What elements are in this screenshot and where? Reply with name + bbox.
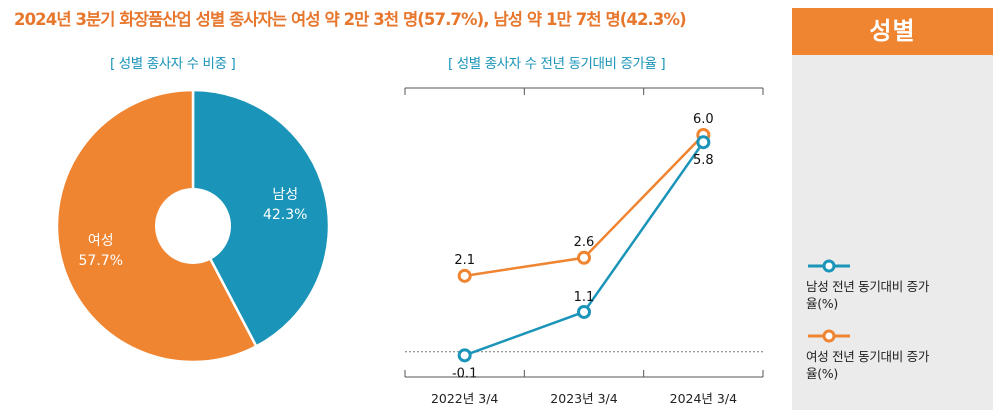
- sidebar-panel: 성별 남성 전년 동기대비 증가율(%) 여성 전년 동기대비 증가율(%): [792, 8, 993, 410]
- x-tick-label: 2024년 3/4: [670, 391, 737, 406]
- x-tick-label: 2023년 3/4: [550, 391, 617, 406]
- x-tick-label: 2022년 3/4: [431, 391, 498, 406]
- sidebar-title: 성별: [792, 8, 993, 55]
- data-label-0: 5.8: [693, 153, 714, 168]
- legend-line-marker-icon: [808, 329, 850, 343]
- legend-label-female: 여성 전년 동기대비 증가율(%): [806, 349, 930, 381]
- pie-chart-title: [ 성별 종사자 수 비중 ]: [110, 56, 236, 72]
- data-label-1: 6.0: [693, 112, 714, 127]
- pie-chart: 남성 42.3% 여성 57.7%: [55, 88, 331, 364]
- data-label-0: -0.1: [452, 366, 477, 381]
- data-label-0: 1.1: [574, 290, 595, 305]
- legend-label-male: 남성 전년 동기대비 증가율(%): [806, 279, 930, 311]
- pie-slice-0: [191, 88, 331, 349]
- pie-slice-name-0: 남성: [272, 187, 298, 203]
- series-point-0: [457, 348, 472, 363]
- pie-slice-value-0: 42.3%: [263, 207, 307, 223]
- series-point-0: [577, 304, 591, 319]
- series-point-1: [457, 268, 472, 283]
- legend: 남성 전년 동기대비 증가율(%) 여성 전년 동기대비 증가율(%): [806, 258, 991, 398]
- pie-slice-value-1: 57.7%: [79, 253, 123, 269]
- pie-center-hole: [155, 188, 231, 264]
- legend-line-marker-icon: [808, 259, 850, 273]
- line-chart-title: [ 성별 종사자 수 전년 동기대비 증가율 ]: [448, 56, 666, 72]
- data-label-1: 2.1: [454, 253, 475, 268]
- line-chart: 2022년 3/4 2023년 3/4 2024년 3/4 2.1 2.6 6.0 -0.1…: [404, 87, 764, 406]
- legend-item-female: 여성 전년 동기대비 증가율(%): [806, 328, 991, 382]
- headline: 2024년 3분기 화장품산업 성별 종사자는 여성 약 2만 3천 명(57.…: [14, 10, 687, 29]
- series-point-0: [696, 135, 711, 150]
- series-point-1: [577, 250, 591, 265]
- pie-slice-name-1: 여성: [88, 233, 114, 249]
- data-label-1: 2.6: [574, 235, 595, 250]
- legend-item-male: 남성 전년 동기대비 증가율(%): [806, 258, 991, 312]
